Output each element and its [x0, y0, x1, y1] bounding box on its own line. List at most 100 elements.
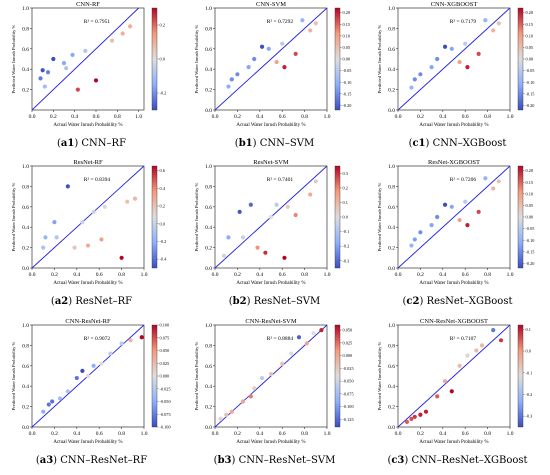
colorbar-tick-label: -0.025: [343, 366, 354, 371]
y-tick-label: 0.6: [388, 364, 395, 370]
scatter-point: [465, 353, 470, 358]
scatter-point: [85, 243, 91, 248]
r-squared-label: R² = 0.8394: [84, 177, 111, 183]
y-axis-label: Predicted Water Inrush Probability %: [11, 182, 16, 251]
x-tick-label: 0.0: [395, 114, 402, 120]
scatter-point: [85, 373, 91, 379]
y-axis-label: Predicted Water Inrush Probability %: [377, 182, 382, 251]
scatter-point: [457, 217, 462, 223]
chart-panel: ResNet-SVM 0.0 0.2 0.4 0.6 0.8 1.0 0.0 0.2 0.4 0.6…: [183, 158, 366, 316]
scatter-point: [449, 389, 454, 394]
colorbar-tick-label: 0.20: [526, 168, 534, 173]
fit-line: [398, 8, 510, 110]
y-tick-label: 0.4: [205, 67, 212, 73]
scatter-point: [442, 379, 448, 384]
scatter-point: [248, 202, 253, 207]
colorbar-tick-label: 0.05: [526, 203, 534, 208]
colorbar-tick-label: -0.1: [343, 229, 350, 234]
scatter-point: [435, 394, 440, 399]
colorbar-tick-label: -0.05: [343, 68, 352, 73]
scatter-point: [483, 18, 488, 23]
colorbar-tick-label: 0.00: [526, 57, 534, 62]
x-tick-label: 0.6: [462, 431, 469, 437]
y-tick-label: 0.4: [22, 225, 29, 231]
scatter-point: [91, 209, 96, 214]
x-axis-label: Actual Water Inrush Probability %: [419, 281, 488, 286]
scatter-point: [65, 184, 70, 189]
scatter-point: [274, 202, 279, 207]
y-tick-label: 0.8: [388, 26, 395, 32]
fit-line: [215, 8, 327, 110]
scatter-point: [120, 31, 125, 36]
colorbar-tick-label: -0.050: [343, 379, 354, 384]
scatter-point: [476, 209, 481, 214]
scatter-point: [102, 204, 107, 209]
colorbar-tick-label: 0.0: [160, 57, 165, 62]
colorbar-tick-label: 0.15: [526, 180, 534, 185]
scatter-point: [496, 21, 501, 26]
scatter-point: [483, 176, 488, 181]
colorbar-tick-label: 0.20: [343, 10, 351, 15]
chart-title: ResNet-RF: [73, 159, 103, 166]
scatter-point: [423, 409, 429, 414]
scatter-point: [465, 65, 470, 70]
scatter-chart: CNN-XGBOOST 0.0 0.2 0.4 0.6 0.8 1.0 0.0 0.2 0.4 0.…: [377, 1, 534, 128]
scatter-point: [274, 59, 279, 65]
scatter-point: [474, 348, 479, 353]
x-tick-label: 1.0: [324, 272, 331, 278]
scatter-point: [418, 72, 423, 77]
scatter-point: [125, 199, 130, 204]
scatter-chart: CNN-ResNet-SVM 0.0 0.2 0.4 0.6 0.8 1.0 0.0 0.2 0.…: [194, 318, 354, 445]
x-tick-label: 0.6: [279, 431, 286, 437]
chart-title: CNN-ResNet-SVM: [245, 318, 296, 325]
colorbar-tick-label: 0.000: [160, 374, 170, 379]
y-tick-label: 0.0: [388, 108, 395, 114]
panel-name: CNN–ResNet–SVM: [238, 455, 336, 466]
y-tick-label: 1.0: [205, 6, 212, 12]
scatter-point: [255, 245, 260, 250]
y-tick-label: 0.6: [388, 47, 395, 53]
y-tick-label: 1.0: [22, 323, 29, 329]
scatter-point: [457, 363, 462, 368]
x-tick-label: 0.0: [29, 114, 36, 120]
colorbar-tick-label: 0.00: [526, 215, 534, 220]
scatter-point: [463, 199, 468, 204]
scatter-point: [313, 21, 318, 26]
x-axis-label: Actual Water Inrush Probability %: [53, 281, 122, 286]
scatter-point: [293, 212, 298, 218]
scatter-point: [83, 48, 88, 53]
panel-name: ResNet–SVM: [253, 296, 321, 307]
scatter-point: [300, 18, 305, 23]
panel-caption: (c3) CNN–ResNet–XGBoost: [387, 455, 528, 466]
chart-panel: CNN-ResNet-SVM 0.0 0.2 0.4 0.6 0.8 1.0 0.0 0.2 0.…: [183, 317, 366, 475]
scatter-point: [282, 65, 287, 70]
y-tick-label: 0.2: [22, 246, 29, 252]
scatter-point: [119, 341, 124, 346]
scatter-chart: CNN-RF 0.0 0.2 0.4 0.6 0.8 1.0 0.2 0.4 0.6 0.8 1.0 A…: [11, 1, 166, 128]
y-axis-label: Predicted Water Inrush Probability %: [194, 341, 199, 410]
scatter-point: [132, 196, 138, 201]
y-tick-label: 0.2: [205, 88, 212, 94]
scatter-point: [109, 38, 115, 43]
scatter-point: [108, 351, 113, 356]
colorbar-tick-label: 0.1: [343, 200, 348, 205]
colorbar-tick-label: 0.050: [160, 348, 170, 353]
x-tick-label: 0.0: [212, 431, 219, 437]
chart-title: CNN-RF: [76, 1, 100, 8]
r-squared-label: R² = 0.7206: [450, 177, 477, 183]
x-tick-label: 0.4: [439, 114, 446, 120]
x-tick-label: 0.0: [395, 431, 402, 437]
x-tick-label: 0.0: [29, 431, 36, 437]
y-tick-label: 0.8: [205, 184, 212, 190]
fit-line: [398, 325, 510, 427]
x-tick-label: 0.6: [96, 431, 103, 437]
y-axis-label: Predicted Water Inrush Probability %: [11, 341, 16, 410]
scatter-point: [64, 66, 69, 71]
x-tick-label: 0.4: [256, 431, 263, 437]
scatter-point: [70, 52, 75, 58]
plot-frame: [397, 7, 511, 111]
x-axis-label: Actual Water Inrush Probability %: [236, 440, 305, 445]
scatter-point: [409, 85, 414, 90]
scatter-point: [449, 46, 454, 51]
scatter-point: [119, 255, 124, 260]
